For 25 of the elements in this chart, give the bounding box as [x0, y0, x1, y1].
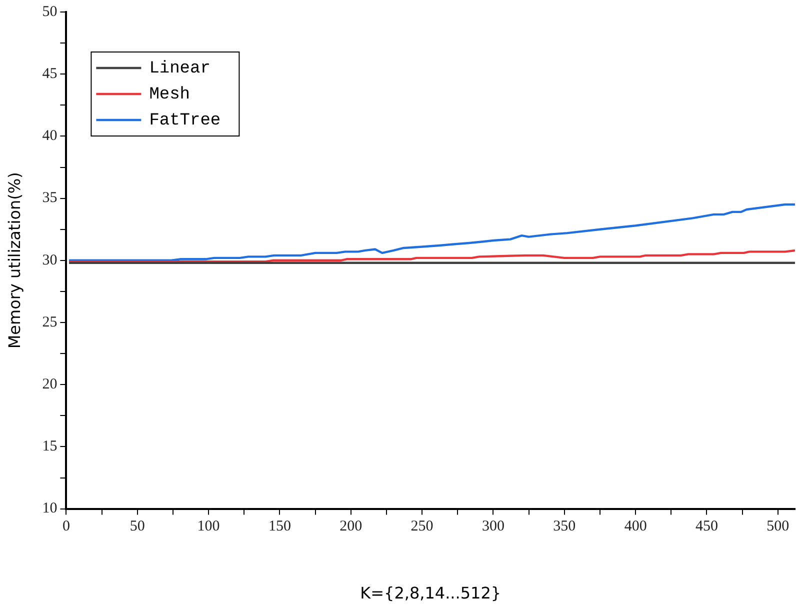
y-tick-label: 45: [42, 66, 58, 82]
y-axis-title: Memory utilization(%): [4, 172, 24, 349]
x-tick-label: 300: [482, 518, 504, 535]
x-tick-label: 350: [553, 518, 576, 535]
y-tick-label: 15: [42, 438, 58, 455]
x-tick-label: 500: [766, 518, 790, 535]
y-tick-label: 25: [42, 314, 58, 330]
y-tick-label: 35: [42, 190, 58, 206]
x-tick-label: 400: [624, 518, 647, 535]
y-tick-label: 50: [42, 4, 58, 20]
y-tick-label: 20: [42, 376, 58, 393]
x-tick-label: 0: [62, 518, 70, 535]
y-tick-label: 10: [42, 500, 58, 517]
legend-label: Mesh: [149, 86, 190, 104]
legend-label: Linear: [149, 60, 210, 78]
y-tick-label: 40: [42, 128, 58, 144]
x-axis-title: K={2,8,14...512}: [360, 584, 502, 603]
x-tick-label: 200: [340, 518, 362, 535]
x-tick-label: 50: [130, 518, 145, 535]
x-tick-label: 250: [410, 518, 434, 535]
y-tick-label: 30: [42, 252, 58, 268]
legend-label: FatTree: [149, 112, 221, 130]
x-tick-label: 150: [268, 518, 291, 535]
x-tick-label: 100: [197, 518, 220, 535]
x-tick-label: 450: [695, 518, 718, 535]
